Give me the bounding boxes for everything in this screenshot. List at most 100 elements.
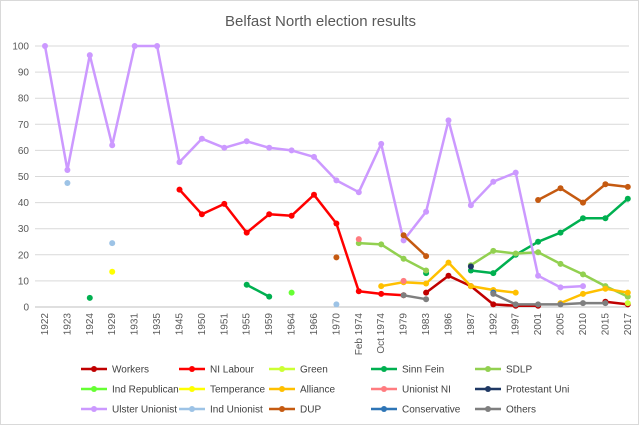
legend-swatch-marker <box>381 386 387 392</box>
x-tick-label: 2001 <box>533 313 544 336</box>
data-point <box>378 241 385 248</box>
series-line <box>425 274 539 307</box>
data-point <box>355 236 362 243</box>
y-tick-label: 80 <box>18 94 30 105</box>
x-tick-label: 1955 <box>242 313 253 336</box>
data-point <box>400 277 407 284</box>
legend: Workers NI Labour Green Sinn Fein SDLP Ind Re… <box>81 365 569 416</box>
data-point <box>580 300 586 307</box>
data-point <box>490 270 497 277</box>
series-others <box>400 290 609 308</box>
data-point <box>221 144 228 151</box>
data-point <box>86 294 93 301</box>
data-point <box>378 290 385 297</box>
data-point <box>355 189 362 196</box>
data-point <box>400 255 407 262</box>
data-point <box>467 283 474 290</box>
legend-swatch-marker <box>381 406 387 412</box>
data-point <box>512 250 519 257</box>
series-layer <box>42 43 631 309</box>
data-point <box>512 289 519 296</box>
data-point <box>333 254 340 261</box>
legend-item: Workers <box>81 365 149 376</box>
data-point <box>624 300 631 307</box>
legend-item: Unionist NI <box>371 385 451 396</box>
series-line <box>402 234 427 258</box>
series-line <box>178 188 404 297</box>
x-tick-label: 2010 <box>578 313 589 336</box>
data-point <box>243 281 250 288</box>
x-tick-label: 1931 <box>130 313 141 336</box>
x-tick-label: 1992 <box>488 313 499 336</box>
legend-item: Temperance <box>179 385 265 396</box>
series-line <box>246 283 270 298</box>
series-ulster-unionist <box>42 43 586 291</box>
y-tick-label: 0 <box>23 303 29 314</box>
x-tick-label: 1986 <box>443 313 454 336</box>
data-point <box>535 197 542 203</box>
data-point <box>378 140 385 147</box>
legend-swatch-marker <box>91 406 97 412</box>
x-tick-label: 1929 <box>107 313 118 336</box>
x-tick-label: 1935 <box>152 313 163 336</box>
legend-item: SDLP <box>475 365 532 376</box>
legend-label: Conservative <box>402 405 461 416</box>
data-point <box>333 177 340 184</box>
legend-item: Ind Unionist <box>179 405 263 416</box>
data-point <box>400 237 407 244</box>
legend-swatch-marker <box>381 366 387 372</box>
data-point <box>467 202 474 209</box>
legend-label: Temperance <box>210 385 265 396</box>
x-tick-label: 1922 <box>40 313 51 336</box>
data-point <box>109 268 116 275</box>
data-point <box>445 259 452 266</box>
legend-swatch-marker <box>279 386 285 392</box>
data-point <box>490 290 497 297</box>
x-tick-label: 2015 <box>600 313 611 336</box>
x-tick-label: 1983 <box>421 313 432 336</box>
y-tick-label: 90 <box>18 68 30 79</box>
legend-item: DUP <box>269 405 321 416</box>
data-point <box>266 144 273 151</box>
data-point <box>557 260 564 267</box>
data-point <box>535 272 542 279</box>
y-tick-label: 50 <box>18 172 30 183</box>
data-point <box>288 289 295 296</box>
data-point <box>311 153 317 160</box>
legend-item: Conservative <box>371 405 461 416</box>
data-point <box>580 215 586 222</box>
x-tick-label: 1951 <box>219 313 230 336</box>
legend-label: Green <box>300 365 328 376</box>
chart-title: Belfast North election results <box>225 13 416 30</box>
data-point <box>467 263 474 270</box>
data-point <box>580 283 586 290</box>
series-green <box>624 300 631 307</box>
data-point <box>266 293 273 300</box>
data-point <box>355 288 362 295</box>
x-tick-label: 1979 <box>399 313 410 336</box>
data-point <box>445 272 452 279</box>
x-tick-label: 1964 <box>287 313 298 336</box>
series-dup <box>333 181 631 261</box>
data-point <box>445 117 452 124</box>
series-line <box>492 292 606 306</box>
series-sdlp <box>355 240 631 300</box>
data-point <box>535 301 542 308</box>
x-axis-ticks: 1922 1923 1924 1929 1931 1935 1945 1950 1951 1955… <box>40 313 634 356</box>
x-tick-label: 1923 <box>62 313 73 336</box>
series-temperance <box>109 268 116 275</box>
legend-item: Ulster Unionist <box>81 405 177 416</box>
data-point <box>378 283 385 290</box>
data-point <box>602 215 609 222</box>
data-point <box>333 301 340 308</box>
series-line <box>470 249 629 298</box>
data-point <box>535 249 542 256</box>
legend-label: Sinn Fein <box>402 365 444 376</box>
legend-swatch-marker <box>91 386 97 392</box>
x-tick-label: 2005 <box>556 313 567 336</box>
data-point <box>423 208 430 215</box>
legend-item: Others <box>475 405 536 416</box>
data-point <box>512 301 519 308</box>
x-tick-label: Oct 1974 <box>376 313 387 354</box>
legend-label: Others <box>506 405 536 416</box>
